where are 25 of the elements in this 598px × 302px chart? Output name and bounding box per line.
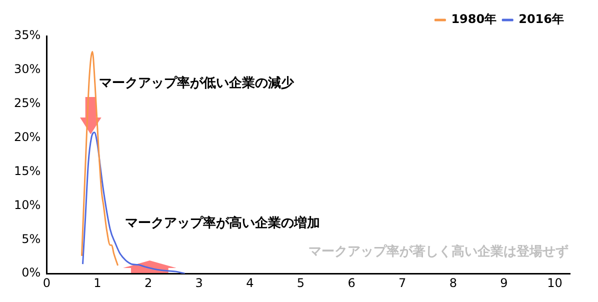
annotation: マークアップ率が低い企業の減少 bbox=[99, 74, 296, 91]
x-tick-label: 1 bbox=[94, 276, 102, 290]
x-tick-label: 0 bbox=[42, 276, 50, 290]
y-tick-label: 15% bbox=[14, 164, 41, 178]
legend-label: 2016年 bbox=[518, 12, 564, 26]
x-tick-label: 3 bbox=[195, 276, 203, 290]
y-tick-label: 35% bbox=[14, 28, 41, 42]
x-tick-label: 4 bbox=[246, 276, 254, 290]
y-tick-label: 5% bbox=[22, 232, 41, 246]
y-tick-label: 20% bbox=[14, 130, 41, 144]
y-tick-label: 0% bbox=[22, 266, 41, 280]
x-tick-label: 5 bbox=[296, 276, 305, 290]
annotation: マークアップ率が高い企業の増加 bbox=[125, 215, 320, 232]
legend-label: 1980年 bbox=[451, 12, 497, 26]
y-tick-label: 30% bbox=[14, 62, 41, 76]
x-tick-label: 10 bbox=[547, 276, 562, 290]
line-series bbox=[80, 50, 119, 266]
x-tick-label: 6 bbox=[348, 276, 356, 290]
x-tick-label: 2 bbox=[144, 276, 152, 290]
x-tick-label: 8 bbox=[449, 276, 457, 290]
x-tick-label: 7 bbox=[398, 276, 406, 290]
y-tick-label: 10% bbox=[14, 198, 41, 212]
annotation: マークアップ率が著しく高い企業は登場せず bbox=[308, 244, 568, 260]
x-tick-label: 9 bbox=[500, 276, 508, 290]
y-tick-label: 25% bbox=[14, 96, 41, 110]
